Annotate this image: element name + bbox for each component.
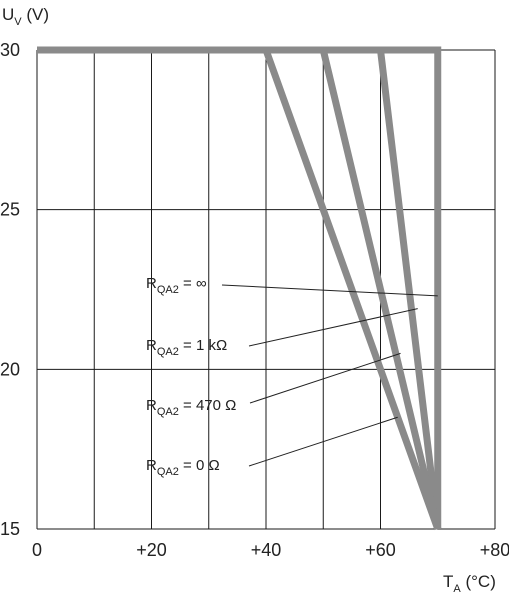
y-tick-label: 30 bbox=[0, 40, 20, 60]
y-axis-title: UV (V) bbox=[2, 5, 49, 28]
series-annotations: RQA2 = ∞ RQA2 = 1 kΩ RQA2 = 470 Ω RQA2 = 0 … bbox=[146, 275, 438, 478]
y-tick-label: 15 bbox=[0, 519, 20, 539]
annotation-leader-2 bbox=[249, 352, 401, 404]
x-tick-label: 0 bbox=[32, 540, 42, 560]
annotation-leader-0 bbox=[221, 284, 438, 297]
x-tick-label: +20 bbox=[136, 540, 167, 560]
series-line-3 bbox=[37, 46, 442, 531]
annotation-leader-3 bbox=[248, 416, 398, 467]
annotation-leader-1 bbox=[248, 308, 418, 347]
series-label-0: RQA2 = ∞ bbox=[146, 275, 207, 296]
tick-labels: 15 20 25 30 0 +20 +40 +60 +80 bbox=[0, 40, 509, 560]
series-lines bbox=[37, 46, 442, 531]
x-axis-title: TA (°C) bbox=[443, 572, 496, 595]
x-tick-label: +80 bbox=[480, 540, 509, 560]
series-label-2: RQA2 = 470 Ω bbox=[146, 397, 236, 418]
series-label-3: RQA2 = 0 Ω bbox=[146, 457, 220, 478]
y-tick-label: 20 bbox=[0, 359, 20, 379]
y-tick-label: 25 bbox=[0, 200, 20, 220]
series-line-2 bbox=[37, 46, 442, 530]
x-tick-label: +40 bbox=[251, 540, 282, 560]
series-label-1: RQA2 = 1 kΩ bbox=[146, 337, 227, 358]
x-tick-label: +60 bbox=[365, 540, 396, 560]
